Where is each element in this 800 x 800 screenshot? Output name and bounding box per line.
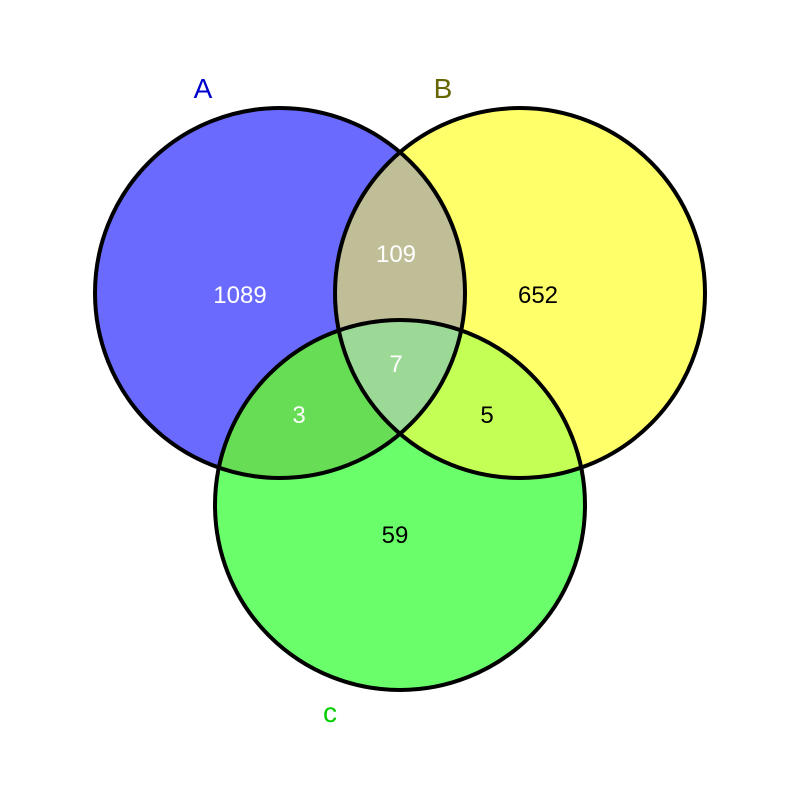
set-a-label: A bbox=[194, 73, 213, 104]
set-b-outline bbox=[333, 106, 707, 480]
region-b-only-count: 652 bbox=[518, 282, 558, 309]
set-c-label: c bbox=[323, 697, 337, 728]
set-b-label: B bbox=[434, 73, 453, 104]
region-a-only-count: 1089 bbox=[213, 282, 266, 309]
region-b-c-fill bbox=[335, 320, 585, 478]
region-a-b-count: 109 bbox=[376, 241, 416, 268]
region-a-b-c-count: 7 bbox=[389, 351, 402, 378]
region-c-only-count: 59 bbox=[382, 522, 409, 549]
region-a-c-fill bbox=[215, 320, 465, 478]
set-a-outline bbox=[93, 106, 467, 480]
region-b-c-count: 5 bbox=[480, 402, 493, 429]
region-a-c-count: 3 bbox=[292, 402, 305, 429]
set-c-outline bbox=[213, 318, 587, 692]
